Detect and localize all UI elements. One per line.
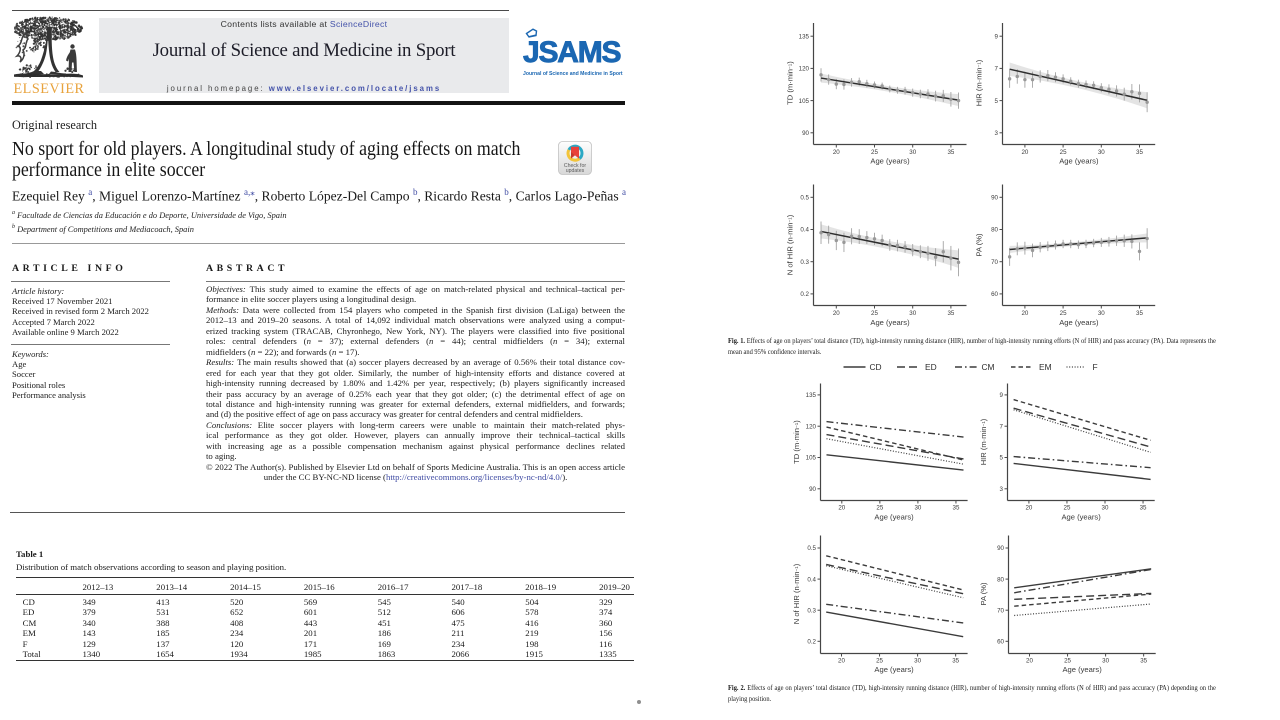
svg-text:35: 35 [953,505,960,512]
svg-text:90: 90 [997,545,1004,552]
svg-text:TD (m·min−1): TD (m·min−1) [792,420,801,464]
svg-text:9: 9 [1000,392,1004,399]
svg-text:7: 7 [995,66,999,73]
svg-text:TD (m·min−1): TD (m·min−1) [786,61,795,105]
svg-text:30: 30 [914,658,921,665]
svg-text:35: 35 [1140,658,1147,665]
svg-text:25: 25 [871,310,878,317]
svg-text:Age (years): Age (years) [874,512,914,521]
svg-text:105: 105 [806,455,817,462]
svg-text:Age (years): Age (years) [870,318,910,327]
svg-text:80: 80 [991,227,998,234]
svg-text:25: 25 [1064,505,1071,512]
svg-text:HIR (m·min−1): HIR (m·min−1) [979,418,988,465]
svg-text:70: 70 [991,259,998,266]
svg-text:5: 5 [1000,455,1004,462]
svg-text:F: F [1093,362,1098,372]
svg-text:5: 5 [995,98,999,105]
svg-text:3: 3 [1000,486,1004,493]
svg-text:20: 20 [833,310,840,317]
svg-text:CD: CD [870,362,882,372]
svg-text:30: 30 [1098,310,1105,317]
svg-text:PA (%): PA (%) [979,582,988,606]
svg-text:9: 9 [995,33,999,40]
svg-text:0.5: 0.5 [807,545,816,552]
svg-text:90: 90 [809,486,816,493]
svg-text:PA (%): PA (%) [975,233,984,257]
svg-text:30: 30 [909,310,916,317]
svg-text:Age (years): Age (years) [1062,665,1102,674]
svg-text:35: 35 [1136,149,1143,156]
svg-text:3: 3 [995,130,999,137]
svg-text:30: 30 [909,149,916,156]
svg-text:CM: CM [982,362,995,372]
svg-text:0.5: 0.5 [800,195,809,202]
svg-text:N of HIR (n·min−1): N of HIR (n·min−1) [786,214,795,275]
svg-text:35: 35 [947,310,954,317]
svg-text:30: 30 [914,505,921,512]
svg-text:80: 80 [997,576,1004,583]
svg-text:35: 35 [952,658,959,665]
svg-text:0.2: 0.2 [807,639,816,646]
svg-text:Age (years): Age (years) [1059,157,1099,166]
svg-text:Check for: Check for [564,163,586,169]
svg-text:70: 70 [997,607,1004,614]
svg-text:20: 20 [1026,658,1033,665]
svg-text:updates: updates [566,168,585,174]
svg-text:120: 120 [799,66,810,73]
svg-text:25: 25 [871,149,878,156]
svg-text:25: 25 [1064,658,1071,665]
svg-text:135: 135 [799,33,810,40]
svg-text:20: 20 [1025,505,1032,512]
svg-text:HIR (m·min−1): HIR (m·min−1) [975,59,984,106]
svg-text:35: 35 [1136,310,1143,317]
svg-text:0.3: 0.3 [800,259,809,266]
svg-text:105: 105 [799,98,810,105]
svg-text:0.4: 0.4 [807,576,816,583]
svg-text:30: 30 [1102,658,1109,665]
svg-text:60: 60 [997,639,1004,646]
svg-text:35: 35 [947,149,954,156]
svg-text:25: 25 [876,658,883,665]
svg-text:20: 20 [1021,310,1028,317]
svg-text:JSAMS: JSAMS [523,36,621,69]
svg-text:25: 25 [1060,149,1067,156]
svg-text:25: 25 [876,505,883,512]
svg-text:60: 60 [991,291,998,298]
svg-text:120: 120 [806,423,817,430]
svg-text:20: 20 [833,149,840,156]
svg-text:20: 20 [838,658,845,665]
svg-text:20: 20 [838,505,845,512]
svg-text:Age (years): Age (years) [870,157,910,166]
svg-text:Age (years): Age (years) [874,665,914,674]
svg-text:30: 30 [1102,505,1109,512]
svg-text:0.2: 0.2 [800,291,809,298]
svg-text:7: 7 [1000,423,1004,430]
svg-text:EM: EM [1039,362,1052,372]
svg-text:90: 90 [802,130,809,137]
svg-text:20: 20 [1021,149,1028,156]
svg-text:90: 90 [991,195,998,202]
svg-text:N of HIR (n·min−1): N of HIR (n·min−1) [792,563,801,624]
svg-text:35: 35 [1140,505,1147,512]
svg-text:25: 25 [1060,310,1067,317]
svg-text:0.4: 0.4 [800,227,809,234]
svg-text:Age (years): Age (years) [1059,318,1099,327]
svg-text:Age (years): Age (years) [1061,512,1101,521]
svg-text:ED: ED [925,362,937,372]
svg-text:30: 30 [1098,149,1105,156]
svg-text:135: 135 [806,392,817,399]
svg-text:0.3: 0.3 [807,607,816,614]
